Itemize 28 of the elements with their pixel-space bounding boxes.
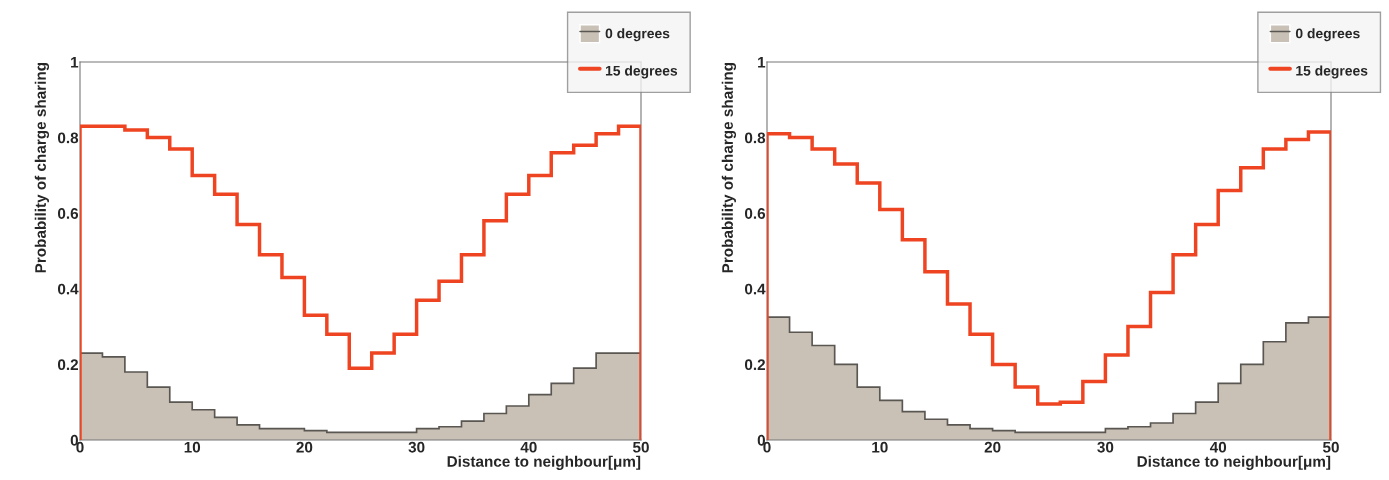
y-axis-title: Probability of charge sharing bbox=[34, 63, 50, 273]
y-tick-label: 1 bbox=[71, 57, 79, 68]
y-tick-label: 0.6 bbox=[744, 208, 766, 219]
legend-label: 15 degrees bbox=[1296, 65, 1368, 79]
y-tick-label: 0.2 bbox=[744, 359, 765, 371]
x-tick-label: 30 bbox=[1097, 441, 1114, 453]
y-axis-title: Probability of charge sharing bbox=[721, 63, 737, 273]
legend-label: 0 degrees bbox=[1295, 28, 1360, 42]
x-tick-label: 40 bbox=[1209, 441, 1227, 453]
y-tick-label: 0.4 bbox=[57, 283, 79, 295]
legend-label: 15 degrees bbox=[605, 65, 678, 79]
x-tick-label: 50 bbox=[1322, 441, 1339, 453]
x-axis-title: Distance to neighbour[μm] bbox=[447, 455, 641, 470]
y-tick-label: 1 bbox=[758, 57, 766, 68]
y-tick-label: 0.8 bbox=[744, 132, 766, 144]
x-tick-label: 10 bbox=[872, 441, 888, 453]
y-tick-label: 0.4 bbox=[744, 283, 766, 295]
x-tick-label: 30 bbox=[408, 441, 425, 453]
x-tick-label: 10 bbox=[184, 441, 201, 453]
x-tick-label: 50 bbox=[632, 441, 649, 453]
legend-label: 0 degrees bbox=[605, 28, 670, 42]
x-tick-label: 20 bbox=[296, 441, 313, 453]
y-tick-label: 0.6 bbox=[57, 208, 79, 219]
y-tick-label: 0.8 bbox=[57, 132, 79, 144]
y-tick-label: 0.2 bbox=[57, 359, 78, 371]
x-axis-title: Distance to neighbour[μm] bbox=[1137, 455, 1331, 470]
x-tick-label: 40 bbox=[520, 441, 537, 453]
x-tick-label: 20 bbox=[984, 441, 1001, 453]
